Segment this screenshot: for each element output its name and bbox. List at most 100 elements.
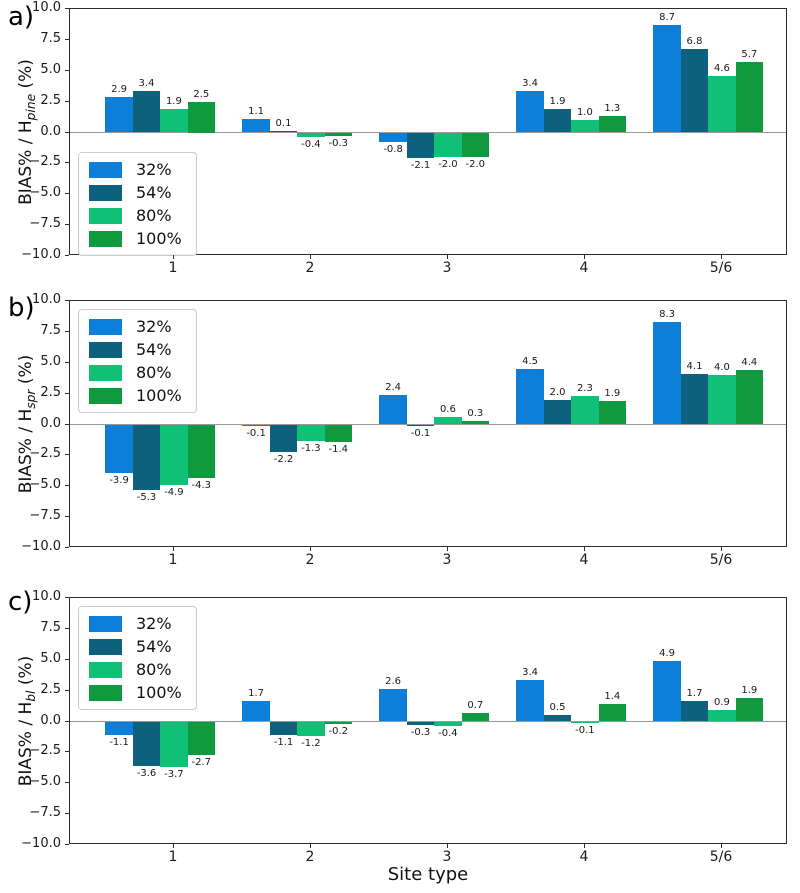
bar-value-label: 4.0 bbox=[713, 362, 730, 374]
bar bbox=[434, 417, 462, 425]
bar-value-label: 3.4 bbox=[138, 77, 155, 89]
legend-item: 54% bbox=[89, 184, 182, 201]
bar bbox=[653, 25, 681, 133]
tick-mark bbox=[65, 162, 69, 164]
bar-value-label: 4.6 bbox=[713, 62, 730, 74]
legend-item: 100% bbox=[89, 684, 182, 701]
tick-mark bbox=[173, 547, 174, 551]
ytick-label: −7.5 bbox=[29, 216, 61, 232]
bar bbox=[598, 116, 626, 133]
panel-label-a: a) bbox=[8, 2, 35, 32]
tick-mark bbox=[65, 813, 69, 815]
bar-value-label: 1.9 bbox=[549, 96, 566, 108]
xtick-label: 5/6 bbox=[709, 260, 733, 276]
ytick-label: 0.0 bbox=[40, 123, 61, 139]
bar-value-label: 0.9 bbox=[713, 697, 730, 709]
bar-value-label: 8.3 bbox=[659, 308, 676, 320]
ytick-label: −10.0 bbox=[21, 247, 61, 262]
bar-value-label: 0.5 bbox=[549, 702, 566, 714]
legend-swatch-icon bbox=[89, 184, 122, 201]
bar-value-label: 4.1 bbox=[686, 360, 703, 372]
xtick-label: 4 bbox=[579, 552, 589, 568]
bar bbox=[297, 424, 325, 441]
bar bbox=[571, 120, 599, 133]
xtick-label: 2 bbox=[305, 260, 315, 276]
ytick-label: 7.5 bbox=[40, 322, 61, 338]
bar bbox=[324, 721, 352, 724]
bar-value-label: -1.3 bbox=[301, 442, 321, 454]
legend-item: 80% bbox=[89, 207, 182, 224]
bar-value-label: -0.1 bbox=[575, 724, 595, 736]
bar bbox=[379, 132, 407, 143]
bar bbox=[105, 424, 133, 473]
bar-value-label: -0.8 bbox=[383, 144, 403, 156]
tick-mark bbox=[310, 844, 311, 848]
bar-value-label: 1.3 bbox=[604, 103, 621, 115]
bar-value-label: 1.7 bbox=[248, 687, 265, 699]
bar-value-label: -2.0 bbox=[465, 159, 486, 171]
bar bbox=[379, 394, 407, 425]
legend-b: 32% 54% 80% 100% bbox=[78, 309, 197, 413]
bar bbox=[516, 679, 544, 722]
tick-mark bbox=[447, 547, 448, 551]
bar bbox=[735, 698, 763, 722]
ytick-label: −10.0 bbox=[21, 539, 61, 554]
bar bbox=[516, 90, 544, 133]
bar-value-label: 2.3 bbox=[576, 383, 593, 395]
bar bbox=[461, 420, 489, 425]
bar-value-label: 1.0 bbox=[576, 107, 593, 119]
bar bbox=[160, 424, 188, 485]
bar bbox=[269, 131, 298, 133]
bar-value-label: 2.4 bbox=[385, 381, 402, 393]
tick-mark bbox=[721, 844, 722, 848]
bar-value-label: -4.3 bbox=[191, 479, 212, 491]
bar bbox=[406, 721, 435, 726]
tick-mark bbox=[65, 224, 69, 226]
ytick-label: 7.5 bbox=[40, 30, 61, 46]
xtick-label: 1 bbox=[168, 552, 178, 568]
bar-value-label: -2.2 bbox=[273, 453, 294, 465]
tick-mark bbox=[310, 255, 311, 259]
tick-mark bbox=[173, 844, 174, 848]
xtick-label: 2 bbox=[305, 552, 315, 568]
tick-mark bbox=[584, 547, 585, 551]
bar-value-label: 0.3 bbox=[467, 407, 484, 419]
bar bbox=[434, 132, 462, 158]
legend-swatch-icon bbox=[89, 364, 122, 381]
bar-value-label: 1.1 bbox=[248, 105, 265, 117]
panel-label-c: c) bbox=[8, 587, 33, 617]
bar bbox=[708, 375, 736, 425]
ytick-label: 2.5 bbox=[40, 681, 61, 697]
bar bbox=[406, 424, 435, 426]
legend-swatch-icon bbox=[89, 638, 122, 655]
legend-item: 100% bbox=[89, 230, 182, 247]
legend-item: 54% bbox=[89, 638, 182, 655]
ytick-label: 5.0 bbox=[40, 353, 61, 369]
bar-value-label: -1.2 bbox=[301, 738, 321, 750]
tick-mark bbox=[65, 844, 69, 845]
bar bbox=[160, 109, 188, 133]
bar-value-label: 1.9 bbox=[165, 96, 182, 108]
ytick-label: 5.0 bbox=[40, 650, 61, 666]
bar bbox=[132, 90, 161, 133]
bar bbox=[653, 321, 681, 425]
ytick-label: 2.5 bbox=[40, 384, 61, 400]
bar bbox=[680, 373, 709, 425]
bar bbox=[461, 132, 489, 158]
panel-label-b: b) bbox=[8, 293, 35, 323]
bar-value-label: -1.4 bbox=[328, 443, 349, 455]
tick-mark bbox=[65, 485, 69, 487]
legend-label: 54% bbox=[136, 183, 172, 202]
ytick-label: 5.0 bbox=[40, 61, 61, 77]
bar-value-label: 4.5 bbox=[522, 355, 539, 367]
bar bbox=[516, 368, 544, 425]
tick-mark bbox=[65, 131, 69, 133]
xtick-label: 5/6 bbox=[709, 849, 733, 865]
tick-mark bbox=[65, 300, 69, 301]
bar-value-label: 3.4 bbox=[522, 666, 539, 678]
bar-value-label: 0.7 bbox=[467, 699, 484, 711]
bar-value-label: 2.5 bbox=[193, 88, 210, 100]
bar-value-label: 1.4 bbox=[604, 691, 621, 703]
tick-mark bbox=[447, 255, 448, 259]
